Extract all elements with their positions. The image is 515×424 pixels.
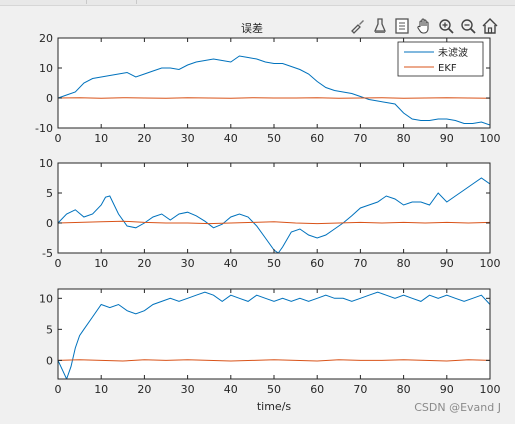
legend-box (397, 41, 484, 77)
x-tick-label: 30 (181, 132, 195, 145)
y-tick-label: 0 (46, 217, 53, 230)
x-tick-label: 90 (440, 383, 454, 396)
x-tick-label: 40 (224, 383, 238, 396)
x-tick-label: 50 (267, 383, 281, 396)
x-tick-label: 30 (181, 257, 195, 270)
plot-area (58, 289, 490, 379)
x-tick-label: 20 (137, 132, 151, 145)
y-tick-label: 20 (39, 32, 53, 45)
tab-separator (86, 0, 87, 4)
y-tick-label: -5 (42, 247, 53, 260)
x-tick-label: 80 (397, 257, 411, 270)
legend-icon[interactable] (370, 16, 390, 36)
x-tick-label: 70 (353, 383, 367, 396)
x-tick-label: 100 (480, 257, 501, 270)
y-tick-label: 0 (46, 354, 53, 367)
x-tick-label: 100 (480, 132, 501, 145)
x-tick-label: 0 (55, 257, 62, 270)
x-tick-label: 50 (267, 257, 281, 270)
y-tick-label: 5 (46, 187, 53, 200)
axes-title: 误差 (241, 21, 263, 35)
x-tick-label: 100 (480, 383, 501, 396)
x-tick-label: 10 (94, 257, 108, 270)
x-tick-label: 90 (440, 257, 454, 270)
x-tick-label: 10 (94, 383, 108, 396)
legend-entry: 未滤波 (438, 46, 468, 59)
series-ekf-line (58, 220, 490, 225)
y-tick-label: 10 (39, 157, 53, 170)
x-tick-label: 60 (310, 257, 324, 270)
pan-icon[interactable] (414, 16, 434, 36)
x-tick-label: 0 (55, 383, 62, 396)
series-raw-line (58, 291, 490, 379)
x-tick-label: 0 (55, 132, 62, 145)
x-tick-label: 20 (137, 383, 151, 396)
x-axis-label: time/s (257, 400, 292, 413)
window-top-strip (0, 0, 515, 6)
series-ekf-line (58, 97, 490, 99)
brush-icon[interactable] (348, 16, 368, 36)
legend: 未滤波 EKF (397, 41, 484, 77)
x-tick-label: 10 (94, 132, 108, 145)
axes-3: 0 10 20 30 40 50 60 70 80 90 100 0 5 10 time/s (39, 288, 501, 413)
x-tick-label: 60 (310, 383, 324, 396)
legend-entry: EKF (438, 63, 457, 74)
y-tick-label: 10 (39, 292, 53, 305)
x-tick-label: 20 (137, 257, 151, 270)
x-tick-label: 30 (181, 383, 195, 396)
y-tick-label: -10 (35, 122, 53, 135)
x-tick-label: 70 (353, 257, 367, 270)
y-tick-label: 10 (39, 62, 53, 75)
plot-area (58, 163, 490, 253)
series-raw-line (58, 55, 490, 126)
watermark: CSDN @Evand J (414, 401, 501, 414)
x-tick-label: 70 (353, 132, 367, 145)
y-tick-label: 5 (46, 323, 53, 336)
x-tick-label: 60 (310, 132, 324, 145)
x-tick-label: 90 (440, 132, 454, 145)
y-tick-label: 0 (46, 92, 53, 105)
home-icon[interactable] (480, 16, 500, 36)
x-tick-label: 40 (224, 132, 238, 145)
x-tick-label: 40 (224, 257, 238, 270)
x-tick-label: 80 (397, 132, 411, 145)
zoom-in-icon[interactable] (436, 16, 456, 36)
x-tick-label: 80 (397, 383, 411, 396)
series-ekf-line (58, 359, 490, 362)
zoom-out-icon[interactable] (458, 16, 478, 36)
x-tick-label: 50 (267, 132, 281, 145)
axes-toolbar (348, 16, 500, 36)
tab-separator (136, 0, 137, 4)
datatip-icon[interactable] (392, 16, 412, 36)
